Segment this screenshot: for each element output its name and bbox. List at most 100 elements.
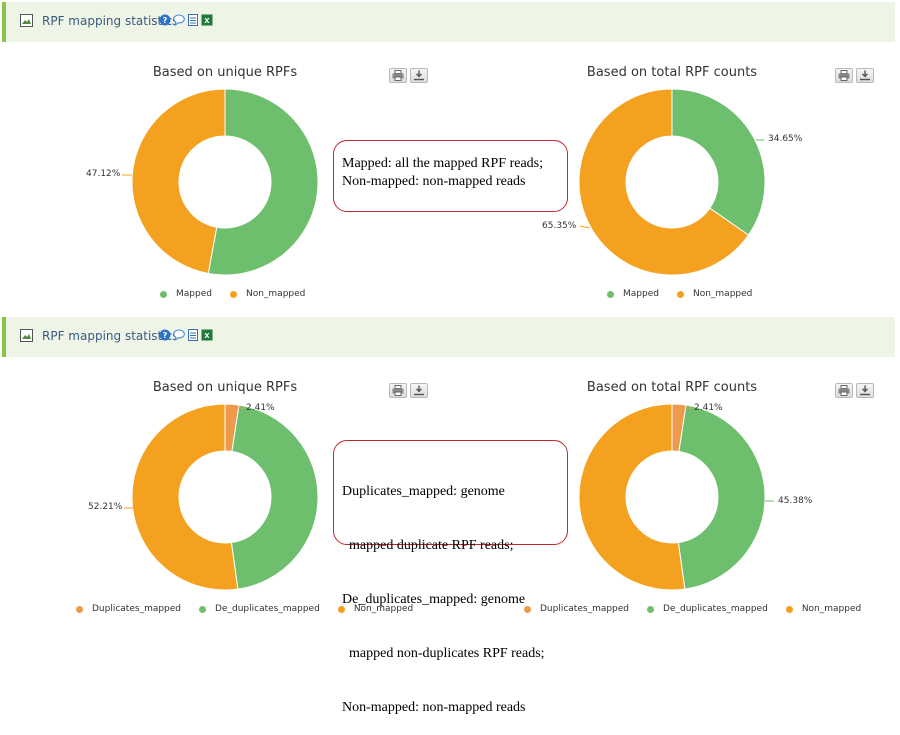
pie-slice-de-duplicates-mapped[interactable] xyxy=(230,404,319,590)
pie-slice-mapped[interactable] xyxy=(207,88,319,276)
legend-item[interactable]: Mapped xyxy=(160,289,212,299)
note-line: mapped duplicate RPF reads; xyxy=(342,538,514,553)
download-button[interactable] xyxy=(410,68,428,83)
legend-swatch xyxy=(647,605,655,613)
legend-item[interactable]: De_duplicates_mapped xyxy=(647,604,768,614)
section-header-2: RPF mapping statistics ? X xyxy=(2,317,895,357)
excel-icon[interactable]: X xyxy=(201,329,213,341)
print-icon xyxy=(392,385,404,396)
chart-legend: Duplicates_mapped De_duplicates_mapped N… xyxy=(524,604,879,614)
legend-item[interactable]: Duplicates_mapped xyxy=(524,604,629,614)
print-button[interactable] xyxy=(389,383,407,398)
note-line: Non-mapped: non-mapped reads xyxy=(342,700,526,715)
chart-legend: Mapped Non_mapped xyxy=(160,289,323,299)
chart-title: Based on unique RPFs xyxy=(152,65,298,80)
print-button[interactable] xyxy=(389,68,407,83)
legend-label: Mapped xyxy=(623,289,659,299)
data-label: 2.41% xyxy=(694,403,723,413)
section-title: RPF mapping statistics xyxy=(42,14,179,28)
data-label: 45.38% xyxy=(778,496,813,506)
comment-icon[interactable] xyxy=(173,14,185,26)
pie-slice-non-mapped[interactable] xyxy=(131,88,226,275)
legend-label: De_duplicates_mapped xyxy=(215,604,320,614)
legend-label: De_duplicates_mapped xyxy=(663,604,768,614)
legend-label: Duplicates_mapped xyxy=(540,604,630,614)
legend-swatch xyxy=(160,290,167,298)
document-icon[interactable] xyxy=(187,329,199,341)
data-label: 2.41% xyxy=(246,403,275,413)
legend-label: Non_mapped xyxy=(353,604,414,614)
donut-chart-unique-rpfs xyxy=(131,88,319,276)
legend-swatch xyxy=(229,290,237,298)
note-line: De_duplicates_mapped: genome xyxy=(342,592,526,607)
download-button[interactable] xyxy=(856,383,874,398)
section-header-1: RPF mapping statistics ? X xyxy=(2,2,895,42)
legend-label: Duplicates_mapped xyxy=(92,604,182,614)
note-line: Mapped: all the mapped RPF reads; xyxy=(342,156,544,171)
legend-item[interactable]: Non_mapped xyxy=(785,604,862,614)
data-label: 34.65% xyxy=(768,134,803,144)
excel-icon[interactable]: X xyxy=(201,14,213,26)
download-icon xyxy=(414,385,424,396)
legend-label: Non_mapped xyxy=(801,604,862,614)
print-icon xyxy=(392,70,404,81)
svg-text:X: X xyxy=(204,17,210,25)
pie-slice-non-mapped[interactable] xyxy=(578,403,686,591)
note-line: mapped non-duplicates RPF reads; xyxy=(342,646,545,661)
legend-label: Non_mapped xyxy=(245,289,306,299)
document-icon[interactable] xyxy=(187,14,199,26)
legend-swatch xyxy=(607,290,614,298)
label-connectors xyxy=(122,139,774,509)
legend-item[interactable]: Mapped xyxy=(607,289,659,299)
note-line: Non-mapped: non-mapped reads xyxy=(342,174,526,189)
download-icon xyxy=(414,70,424,81)
annotation-note: Duplicates_mapped: genome mapped duplica… xyxy=(333,440,568,715)
legend-item[interactable]: Non_mapped xyxy=(337,604,414,614)
comment-icon[interactable] xyxy=(173,329,185,341)
legend-label: Non_mapped xyxy=(692,289,753,299)
donut-chart-total-rpf-counts xyxy=(578,88,766,276)
legend-swatch xyxy=(199,605,207,613)
legend-swatch xyxy=(676,290,684,298)
annotation-note: Mapped: all the mapped RPF reads; Non-ma… xyxy=(333,140,568,212)
help-icon[interactable]: ? xyxy=(159,329,171,341)
svg-text:?: ? xyxy=(163,16,168,25)
chart-legend: Mapped Non_mapped xyxy=(607,289,770,299)
image-icon xyxy=(20,329,33,342)
legend-swatch xyxy=(524,605,531,613)
print-button[interactable] xyxy=(835,68,853,83)
data-label: 47.12% xyxy=(86,169,121,179)
chart-title: Based on total RPF counts xyxy=(586,65,758,80)
legend-swatch xyxy=(76,605,83,613)
svg-text:X: X xyxy=(204,332,210,340)
print-button[interactable] xyxy=(835,383,853,398)
svg-text:?: ? xyxy=(163,331,168,340)
donut-chart-unique-rpfs xyxy=(131,403,319,591)
download-icon xyxy=(860,385,870,396)
legend-item[interactable]: Non_mapped xyxy=(229,289,306,299)
help-icon[interactable]: ? xyxy=(159,14,171,26)
data-label: 65.35% xyxy=(542,221,577,231)
pie-slice-de-duplicates-mapped[interactable] xyxy=(677,404,766,590)
download-icon xyxy=(860,70,870,81)
chart-title: Based on total RPF counts xyxy=(586,380,758,395)
legend-swatch xyxy=(337,605,345,613)
legend-item[interactable]: Duplicates_mapped xyxy=(76,604,181,614)
legend-item[interactable]: Non_mapped xyxy=(676,289,753,299)
print-icon xyxy=(838,70,850,81)
note-line: Duplicates_mapped: genome xyxy=(342,484,505,499)
pie-slice-non-mapped[interactable] xyxy=(131,403,239,591)
chart-legend: Duplicates_mapped De_duplicates_mapped N… xyxy=(76,604,431,614)
pie-slice-non-mapped[interactable] xyxy=(578,88,750,276)
data-label: 52.21% xyxy=(88,502,123,512)
legend-label: Mapped xyxy=(176,289,212,299)
download-button[interactable] xyxy=(856,68,874,83)
image-icon xyxy=(20,14,33,27)
legend-swatch xyxy=(785,605,793,613)
chart-title: Based on unique RPFs xyxy=(152,380,298,395)
pie-slice-mapped[interactable] xyxy=(671,88,766,236)
section-title: RPF mapping statistics xyxy=(42,329,179,343)
download-button[interactable] xyxy=(410,383,428,398)
legend-item[interactable]: De_duplicates_mapped xyxy=(199,604,320,614)
print-icon xyxy=(838,385,850,396)
